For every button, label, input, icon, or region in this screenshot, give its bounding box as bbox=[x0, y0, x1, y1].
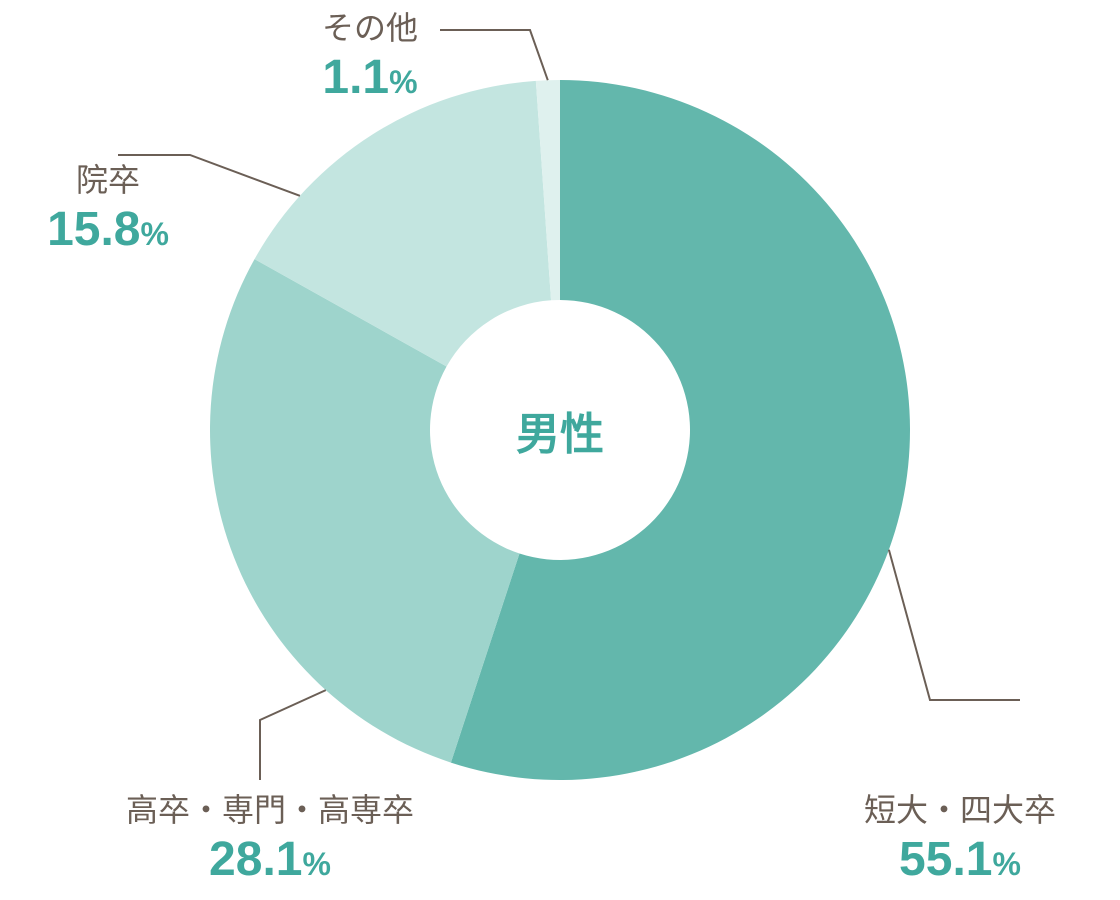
percent-sign: % bbox=[302, 846, 330, 882]
callout-label: 高卒・専門・高専卒 bbox=[126, 790, 414, 830]
callout-sonota: その他1.1% bbox=[322, 8, 418, 108]
callout-kousotsu-senmon: 高卒・専門・高専卒28.1% bbox=[126, 790, 414, 890]
percent-sign: % bbox=[389, 64, 417, 100]
donut-chart: { "chart": { "type": "donut", "canvas": … bbox=[0, 0, 1120, 900]
leader-tandai-yondai bbox=[889, 550, 1020, 700]
callout-value: 28.1% bbox=[126, 830, 414, 890]
percent-sign: % bbox=[140, 216, 168, 252]
callout-tandai-yondai: 短大・四大卒55.1% bbox=[864, 790, 1056, 890]
leader-kousotsu-senmon bbox=[260, 690, 326, 780]
callout-insotsu: 院卒15.8% bbox=[47, 160, 169, 260]
callout-label: その他 bbox=[322, 8, 418, 48]
callout-value: 15.8% bbox=[47, 200, 169, 260]
callout-label: 院卒 bbox=[47, 160, 169, 200]
callout-value: 1.1% bbox=[322, 48, 418, 108]
center-label: 男性 bbox=[516, 398, 604, 462]
leader-sonota bbox=[440, 30, 548, 80]
slice-kousotsu-senmon bbox=[210, 259, 519, 762]
callout-value: 55.1% bbox=[864, 830, 1056, 890]
percent-sign: % bbox=[992, 846, 1020, 882]
callout-label: 短大・四大卒 bbox=[864, 790, 1056, 830]
